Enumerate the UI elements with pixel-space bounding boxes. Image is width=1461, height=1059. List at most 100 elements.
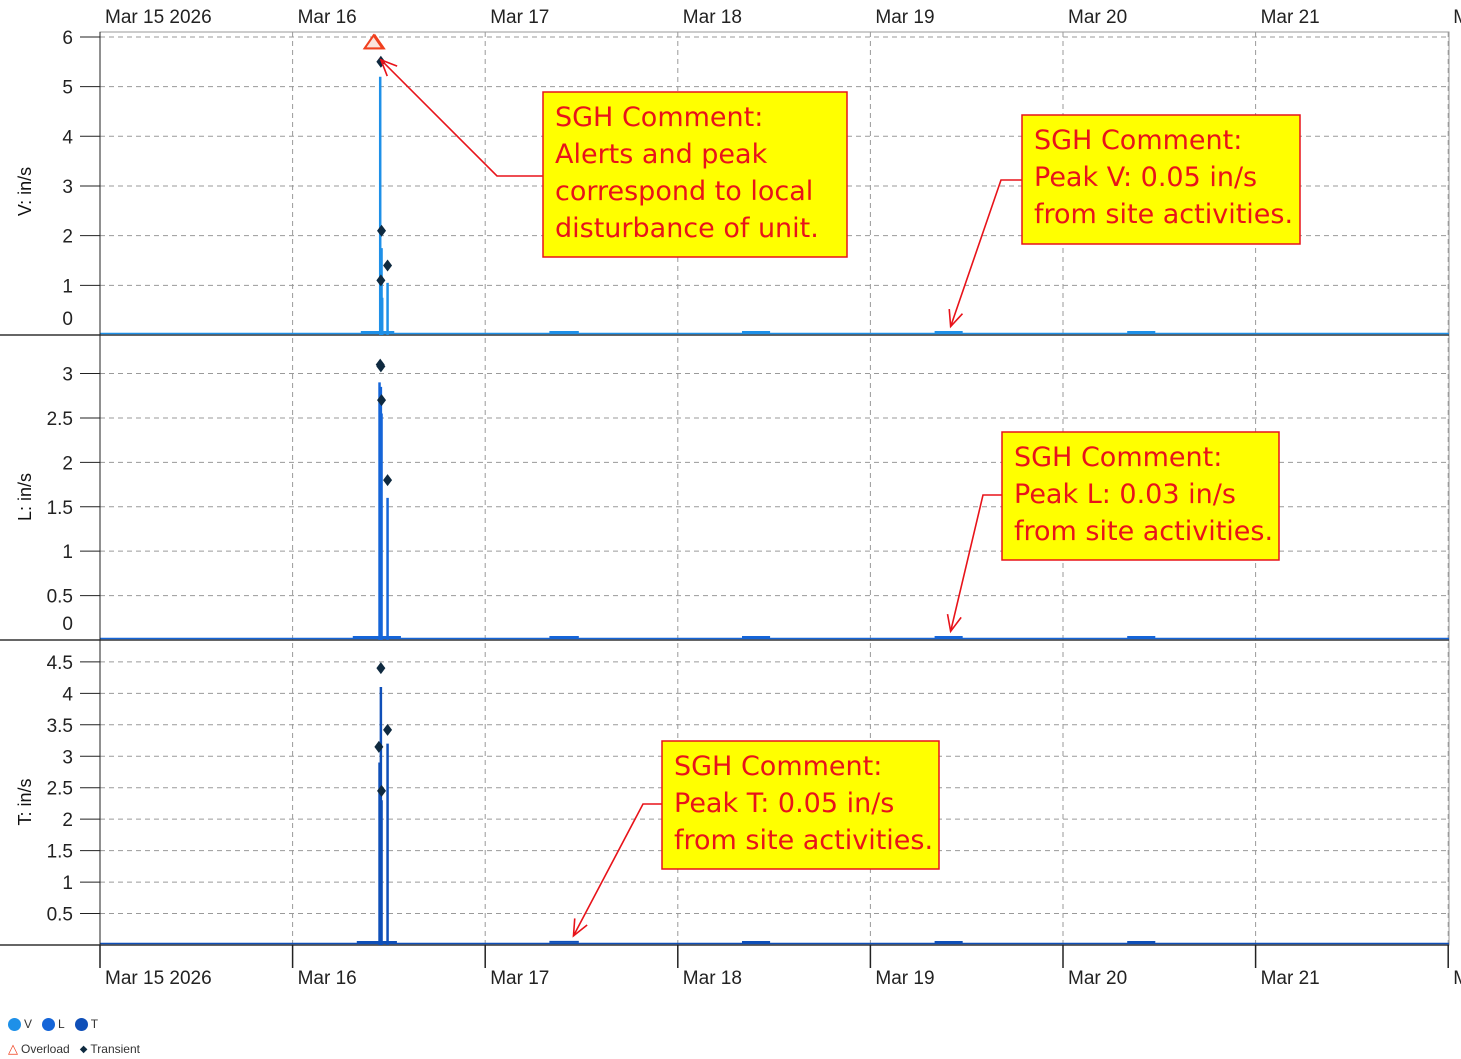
legend-item-l[interactable]: L (42, 1017, 65, 1031)
overload-marker (362, 33, 385, 50)
x-tick-label-bottom: Mar 15 2026 (105, 968, 212, 989)
callout-arrowhead (946, 614, 962, 634)
legend-label-overload: Overload (21, 1042, 70, 1056)
x-tick-label-top: Mar 2 (1453, 7, 1461, 28)
y-tick-label: 4 (62, 127, 73, 148)
y-tick-label: 1 (62, 873, 73, 894)
x-tick-label-bottom: Mar 17 (490, 968, 549, 989)
legend-label-v: V (24, 1017, 33, 1031)
callout-arrow (380, 59, 543, 177)
legend-item-t[interactable]: T (74, 1017, 99, 1031)
x-tick-label-top: Mar 18 (683, 7, 742, 28)
y-tick-label: 1 (62, 542, 73, 563)
legend-item-overload[interactable]: △ Overload (8, 1041, 70, 1057)
y-tick-label: 4.5 (47, 653, 73, 674)
x-tick-label-bottom: Mar 19 (875, 968, 934, 989)
overload-triangle-icon: △ (8, 1041, 18, 1056)
callout-box (1021, 114, 1301, 245)
y-tick-label: 3 (62, 365, 73, 386)
callout-box (661, 740, 940, 870)
transient-marker (377, 394, 387, 407)
callout-arrow (949, 179, 1022, 327)
legend-swatch-t (74, 1017, 88, 1031)
series-legend: V L T (8, 1017, 104, 1031)
callout-text-line: from site activities. (1014, 516, 1273, 547)
y-tick-label: 1.5 (47, 498, 73, 519)
callout-text-line: Peak V: 0.05 in/s (1034, 162, 1257, 193)
transient-marker (377, 224, 387, 237)
callout-text-line: from site activities. (1034, 199, 1293, 230)
transient-marker (383, 474, 393, 487)
y-tick-label: 2.5 (47, 779, 73, 800)
marker-legend: △ Overload ◆ Transient (8, 1041, 146, 1057)
legend-swatch-l (42, 1017, 56, 1031)
y-tick-label: 6 (62, 28, 73, 49)
x-tick-label-bottom: Mar 18 (683, 968, 742, 989)
y-tick-label: 3 (62, 747, 73, 768)
transient-marker (383, 723, 393, 736)
callout-arrow (572, 803, 662, 937)
callout-text-line: disturbance of unit. (555, 213, 819, 244)
x-tick-label-top: Mar 15 2026 (105, 7, 212, 28)
y-tick-label: 5 (62, 78, 73, 99)
callout-arrowhead (572, 918, 588, 938)
callout-text-line: from site activities. (674, 825, 933, 856)
x-tick-label-bottom: Mar 16 (298, 968, 357, 989)
panel-v: 0 1 2 3 4 5 6 V: in/s (0, 28, 1449, 336)
callout-arrowhead (379, 58, 398, 77)
y-axis-label: V: in/s (15, 167, 35, 216)
callout-text-line: SGH Comment: (674, 751, 882, 782)
x-tick-label-top: Mar 16 (298, 7, 357, 28)
y-tick-label: 2 (62, 453, 73, 474)
transient-diamond-icon: ◆ (79, 1043, 88, 1055)
y-axis-label: T: in/s (15, 778, 35, 825)
transient-marker (376, 360, 386, 373)
callout-text-line: Peak T: 0.05 in/s (674, 788, 894, 819)
y-tick-label: 3.5 (47, 716, 73, 737)
callout-text-line: SGH Comment: (1034, 125, 1242, 156)
y-axis-label: L: in/s (15, 473, 35, 521)
legend-item-v[interactable]: V (8, 1017, 32, 1031)
x-tick-label-top: Mar 21 (1261, 7, 1320, 28)
y-tick-label: 0 (62, 614, 73, 635)
x-tick-label-bottom: Mar 2 (1453, 968, 1461, 989)
transient-marker (383, 259, 393, 272)
transient-marker (376, 662, 386, 675)
callout-text-line: SGH Comment: (1014, 442, 1222, 473)
y-tick-label: 0.5 (47, 587, 73, 608)
y-tick-label: 2 (62, 810, 73, 831)
callout-text-line: Alerts and peak (555, 139, 768, 170)
y-tick-label: 3 (62, 177, 73, 198)
sgh-comment-callout: SGH Comment: Peak L: 0.03 in/s from site a… (946, 431, 1280, 634)
legend-swatch-v (8, 1017, 21, 1031)
transient-marker (374, 740, 384, 753)
panel-l: 0 0.5 1 1.5 2 2.5 3 L: in/s (0, 338, 1449, 641)
callout-text-line: Peak L: 0.03 in/s (1014, 479, 1236, 510)
x-tick-label-bottom: Mar 20 (1068, 968, 1127, 989)
x-tick-label-bottom: Mar 21 (1261, 968, 1320, 989)
sgh-comment-callout: SGH Comment: Peak V: 0.05 in/s from site a… (948, 114, 1301, 329)
x-tick-label-top: Mar 19 (875, 7, 934, 28)
sgh-comment-callout: SGH Comment: Alerts and peak correspond to… (379, 58, 848, 258)
sgh-comment-callout: SGH Comment: Peak T: 0.05 in/s from site a… (572, 740, 940, 938)
callout-box (542, 91, 848, 258)
vibration-chart: 0 1 2 3 4 5 6 V: in/s 0 0.5 1 1.5 2 2.5 3 L: in/s 0.5 1 1.… (0, 7, 1461, 989)
panel-t: 0.5 1 1.5 2 2.5 3 3.5 4 4.5 T: in/s (0, 643, 1449, 946)
callout-arrowhead (948, 309, 964, 329)
x-tick-label-top: Mar 17 (490, 7, 549, 28)
legend-label-t: T (90, 1017, 99, 1031)
transient-marker (377, 784, 387, 797)
y-tick-label: 4 (62, 684, 73, 705)
callout-text-line: SGH Comment: (555, 102, 763, 133)
y-tick-label: 1 (62, 276, 73, 297)
x-tick-label-top: Mar 20 (1068, 7, 1127, 28)
legend-item-transient[interactable]: ◆ Transient (80, 1042, 140, 1056)
transient-marker (376, 274, 386, 287)
callout-box (1001, 431, 1280, 561)
legend-label-l: L (58, 1017, 65, 1031)
y-tick-label: 0.5 (47, 905, 73, 926)
y-tick-label: 2 (62, 227, 73, 248)
legend-label-transient: Transient (90, 1042, 140, 1056)
y-tick-label: 1.5 (47, 842, 73, 863)
callout-text-line: correspond to local (555, 176, 813, 207)
